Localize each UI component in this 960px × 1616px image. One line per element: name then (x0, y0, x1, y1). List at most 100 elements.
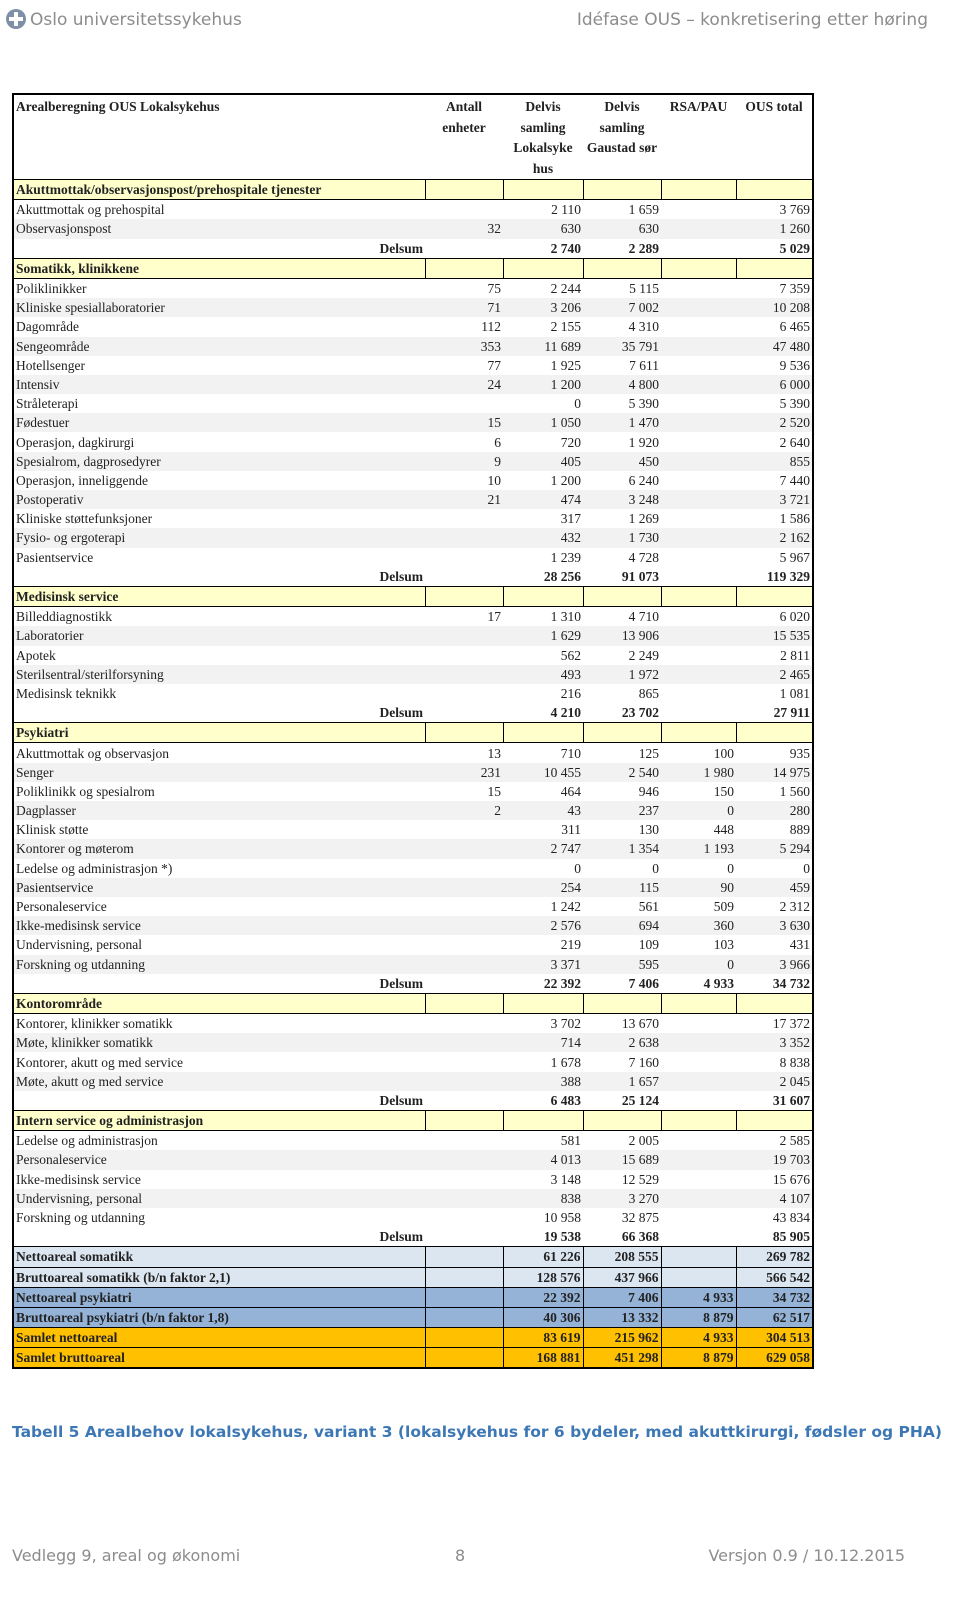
caption: Tabell 5 Arealbehov lokalsykehus, varian… (12, 1423, 942, 1441)
value-cell: 5 967 (779, 549, 810, 565)
table-row: Laboratorier 1 629 13 906 15 535 (13, 626, 813, 646)
value-cell: 32 (425, 219, 503, 239)
label-cell: Ledelse og administrasjon (16, 1133, 158, 1149)
value-cell: 12 529 (621, 1171, 659, 1187)
empty-cell (582, 178, 662, 201)
value-cell (661, 528, 736, 548)
value-cell: 130 (638, 822, 659, 838)
table-row: Ikke-medisinsk service 2 576 694 360 3 630 (13, 916, 813, 936)
value-cell: 32 875 (621, 1210, 659, 1226)
table-row: Postoperativ 21 474 3 248 3 721 (13, 490, 813, 510)
table-row: Operasjon, inneliggende 10 1 200 6 240 7 440 (13, 471, 813, 490)
value-cell (425, 528, 503, 548)
value-cell: 43 834 (772, 1210, 810, 1226)
value-cell (425, 1033, 503, 1053)
value-cell: 22 392 (502, 1286, 584, 1308)
table-row: Delsum 19 538 66 368 85 905 (13, 1227, 813, 1247)
value-cell (661, 394, 736, 413)
value-cell: 6 (494, 434, 501, 450)
value-cell: 15 (487, 783, 502, 799)
label-cell: Fødestuer (13, 413, 425, 433)
value-cell: 5 115 (629, 281, 659, 297)
value-cell: 22 392 (543, 975, 581, 991)
value-cell (661, 278, 736, 298)
label-cell: Akuttmottak og prehospital (16, 202, 165, 218)
value-cell: 1 657 (583, 1071, 661, 1091)
table-row: Delsum 2 740 2 289 5 029 (13, 239, 813, 259)
value-cell (424, 1286, 504, 1308)
value-cell: 83 619 (502, 1327, 584, 1349)
value-cell: 2 162 (736, 528, 813, 548)
empty-cell (582, 585, 662, 608)
value-cell (425, 626, 503, 646)
table-row: Møte, akutt og med service 388 1 657 2 045 (13, 1071, 813, 1091)
value-cell: 8 838 (779, 1054, 810, 1070)
column-header: Delvis samling Lokalsyke hus (513, 99, 573, 176)
empty-cell (502, 1109, 584, 1132)
value-cell (661, 626, 736, 646)
value-cell: 1 925 (550, 357, 581, 373)
value-cell: 2 465 (736, 664, 813, 684)
label-cell: Poliklinikk og spesialrom (16, 783, 155, 799)
table-row: Personaleservice 1 242 561 509 2 312 (13, 897, 813, 916)
table-row: Samlet bruttoareal 168 881 451 298 8 879 629… (12, 1347, 814, 1369)
value-cell: 23 702 (621, 705, 659, 721)
value-cell (425, 1150, 503, 1170)
table-row: Kontorer og møterom 2 747 1 354 1 193 5 294 (13, 839, 813, 859)
value-cell: 4 310 (628, 319, 659, 335)
value-cell: 15 676 (772, 1171, 810, 1187)
value-cell: 3 630 (736, 916, 813, 936)
table-row: Forskning og utdanning 10 958 32 875 43 834 (13, 1208, 813, 1227)
header-row: Arealberegning OUS Lokalsykehus Antall en… (13, 94, 813, 180)
value-cell: 889 (789, 822, 810, 838)
value-cell: 2 640 (779, 434, 810, 450)
table-row: Poliklinikker 75 2 244 5 115 7 359 (13, 278, 813, 298)
value-cell: 865 (638, 685, 659, 701)
label-cell: Kontorer og møterom (13, 839, 425, 859)
value-cell: 694 (583, 916, 661, 936)
value-cell: 31 607 (772, 1092, 810, 1108)
value-cell: 360 (661, 916, 736, 936)
column-header: OUS total (745, 99, 803, 114)
value-cell: 4 710 (628, 609, 659, 625)
section-row: Somatikk, klinikkene (12, 257, 814, 279)
value-cell: 280 (736, 801, 813, 821)
value-cell (661, 607, 736, 627)
label-cell: Postoperativ (13, 490, 425, 510)
empty-cell (660, 992, 737, 1015)
value-cell: 100 (713, 745, 734, 761)
value-cell: 13 670 (621, 1016, 659, 1032)
label-cell: Nettoareal somatikk (12, 1246, 426, 1268)
value-cell (661, 1014, 736, 1034)
value-cell: 112 (481, 319, 501, 335)
value-cell (425, 1188, 503, 1208)
table-row: Delsum 28 256 91 073 119 329 (13, 567, 813, 587)
value-cell: 431 (789, 937, 810, 953)
value-cell (660, 1266, 737, 1288)
value-cell: 1 200 (503, 374, 583, 395)
empty-cell (735, 257, 814, 279)
table-row: Fysio- og ergoterapi 432 1 730 2 162 (13, 528, 813, 548)
value-cell: 2 585 (779, 1133, 810, 1149)
label-cell: Ikke-medisinsk service (16, 1171, 141, 1187)
label-cell: Pasientservice (13, 877, 425, 897)
empty-cell (660, 722, 737, 744)
value-cell: 2 312 (779, 899, 810, 915)
value-cell: 47 480 (736, 336, 813, 356)
value-cell: 2 249 (628, 647, 659, 663)
value-cell: 15 535 (736, 626, 813, 646)
label-cell: Akuttmottak og observasjon (16, 745, 169, 761)
empty-cell (502, 178, 584, 201)
value-cell: 946 (638, 783, 659, 799)
value-cell: 2 811 (780, 647, 810, 663)
label-cell: Ledelse og administrasjon *) (16, 860, 173, 876)
table-row: Poliklinikk og spesialrom 15 464 946 150 1 56… (13, 782, 813, 801)
value-cell: 304 513 (735, 1327, 814, 1349)
empty-cell (424, 178, 504, 201)
value-cell: 168 881 (502, 1347, 584, 1369)
value-cell: 8 879 (660, 1347, 737, 1369)
value-cell: 1 260 (736, 219, 813, 239)
value-cell: 7 406 (628, 975, 659, 991)
empty-cell (735, 178, 814, 201)
label-cell: Spesialrom, dagprosedyrer (13, 451, 425, 471)
